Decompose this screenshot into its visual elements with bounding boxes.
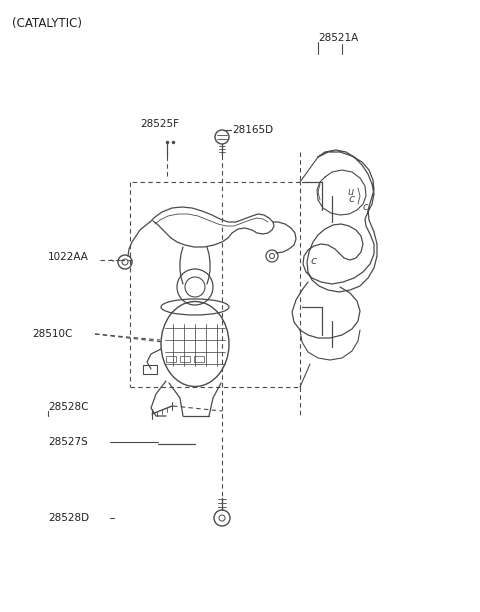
Text: 28528C: 28528C [48,402,88,412]
Text: 28528D: 28528D [48,513,89,523]
Text: c: c [362,202,368,212]
Text: c: c [310,256,316,266]
Text: 1022AA: 1022AA [48,252,89,262]
Text: c: c [348,194,354,204]
Text: (CATALYTIC): (CATALYTIC) [12,17,82,30]
Text: 28525F: 28525F [140,119,179,129]
Text: 28521A: 28521A [318,33,358,43]
Text: 28527S: 28527S [48,437,88,447]
Text: u: u [347,187,353,197]
Text: 28510C: 28510C [32,329,72,339]
Text: 28165D: 28165D [232,125,273,135]
